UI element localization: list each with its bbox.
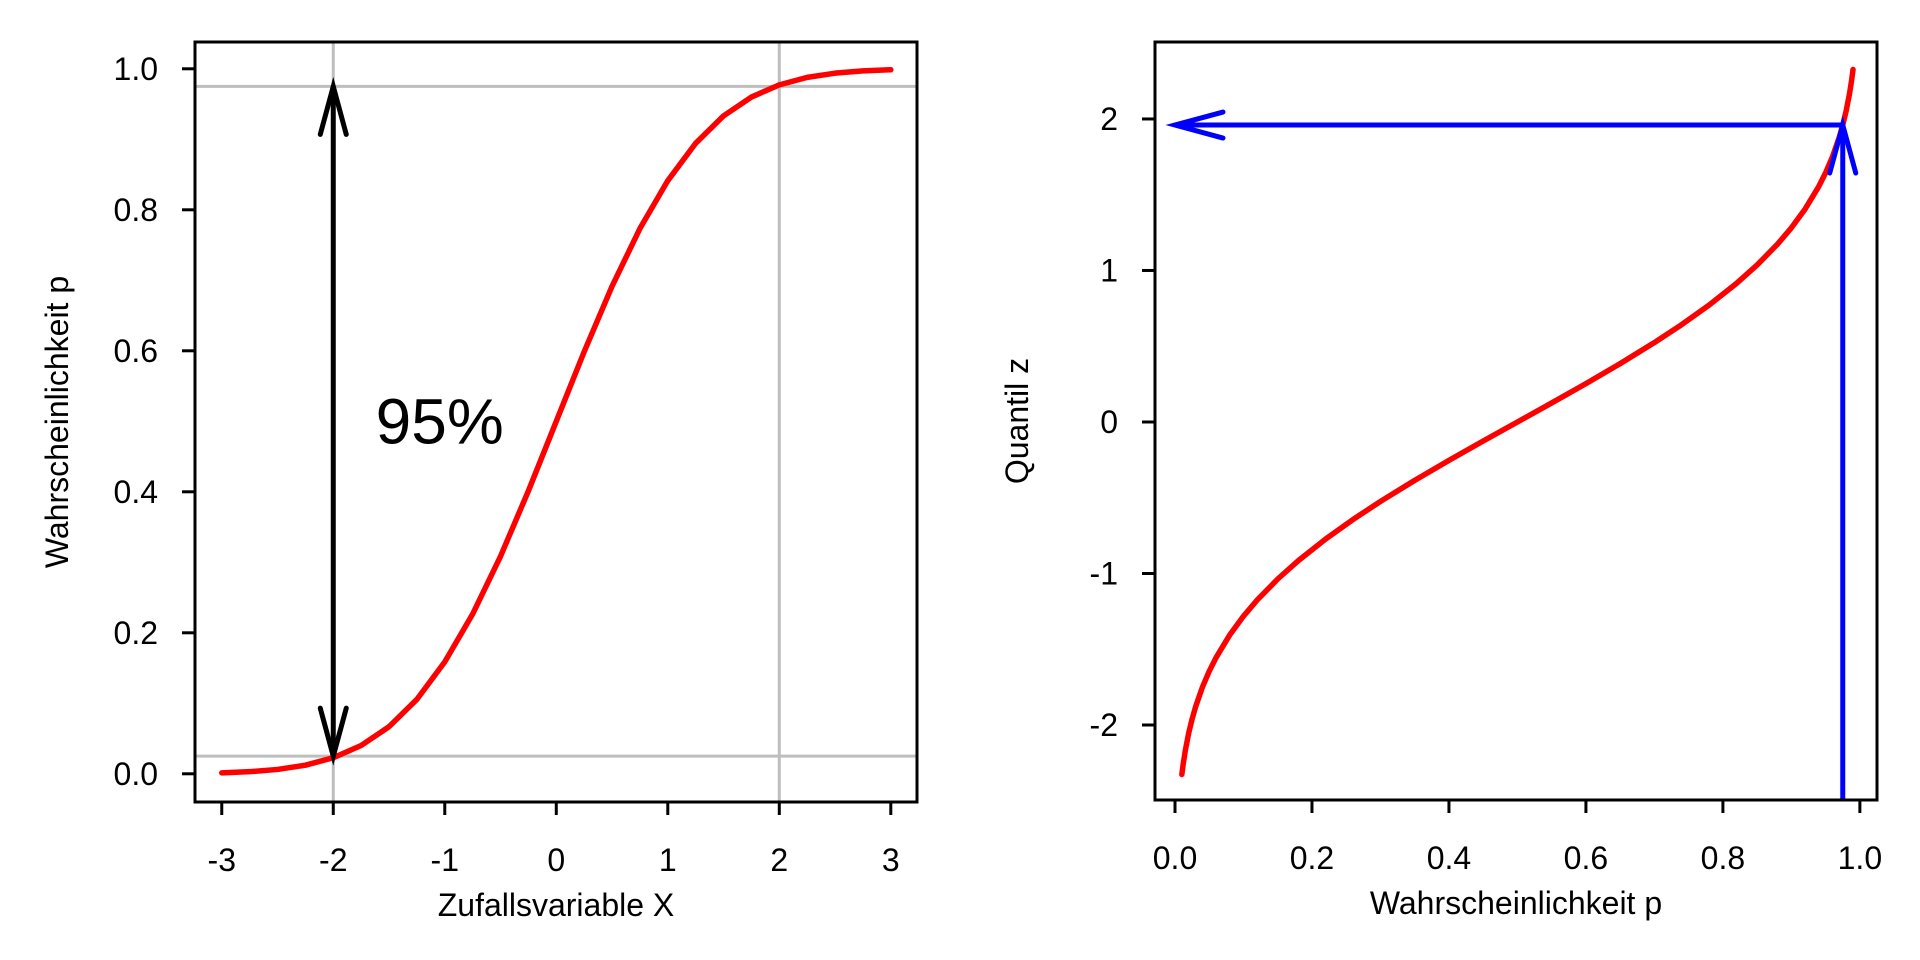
confidence-level-label: 95% [376, 386, 504, 458]
cdf-plot: 95% -3 -2 -1 0 1 2 3 0.0 0.2 0.4 0.6 0.8 1.0 Zufallsva… [39, 40, 919, 923]
x-tick-label: -1 [431, 842, 459, 878]
normal-cdf-curve [219, 66, 894, 776]
y-tick-label: 0.0 [114, 756, 158, 792]
x-tick-label: 3 [882, 842, 900, 878]
x-tick-label: 1 [659, 842, 677, 878]
x-tick-label: 0.8 [1701, 840, 1745, 876]
y-tick-label: 2 [1100, 101, 1118, 137]
y-tick-label: 0.6 [114, 333, 158, 369]
y-tick-label: 1.0 [114, 51, 158, 87]
x-tick-label: 2 [770, 842, 788, 878]
x-tick-label: 0.2 [1290, 840, 1334, 876]
x-tick-label: 1.0 [1838, 840, 1882, 876]
x-tick-label: 0.0 [1153, 840, 1197, 876]
y-axis-label: Quantil z [999, 358, 1035, 484]
normal-quantile-curve [1179, 66, 1856, 778]
y-tick-label: 0.8 [114, 192, 158, 228]
confidence-interval-arrow-head [317, 76, 349, 137]
quantile-plot: 0.0 0.2 0.4 0.6 0.8 1.0 -2 -1 0 1 2 Wahrscheinlichk… [999, 40, 1882, 921]
x-tick-label: 0 [547, 842, 565, 878]
y-tick-label: 0.2 [114, 615, 158, 651]
y-axis-label: Wahrscheinlichkeit p [39, 276, 75, 568]
y-tick-label: 0 [1100, 404, 1118, 440]
x-axis-label: Zufallsvariable X [438, 887, 675, 923]
quantile-arrow-horizontal-head [1165, 109, 1226, 141]
x-tick-label: 0.6 [1564, 840, 1608, 876]
x-tick-label: 0.4 [1427, 840, 1471, 876]
x-axis-label: Wahrscheinlichkeit p [1370, 885, 1662, 921]
y-tick-label: 1 [1100, 253, 1118, 289]
y-tick-label: -1 [1090, 556, 1118, 592]
y-tick-label: 0.4 [114, 474, 158, 510]
x-tick-label: -3 [208, 842, 236, 878]
confidence-interval-arrow-head [317, 705, 349, 766]
y-tick-label: -2 [1090, 707, 1118, 743]
x-tick-label: -2 [319, 842, 347, 878]
